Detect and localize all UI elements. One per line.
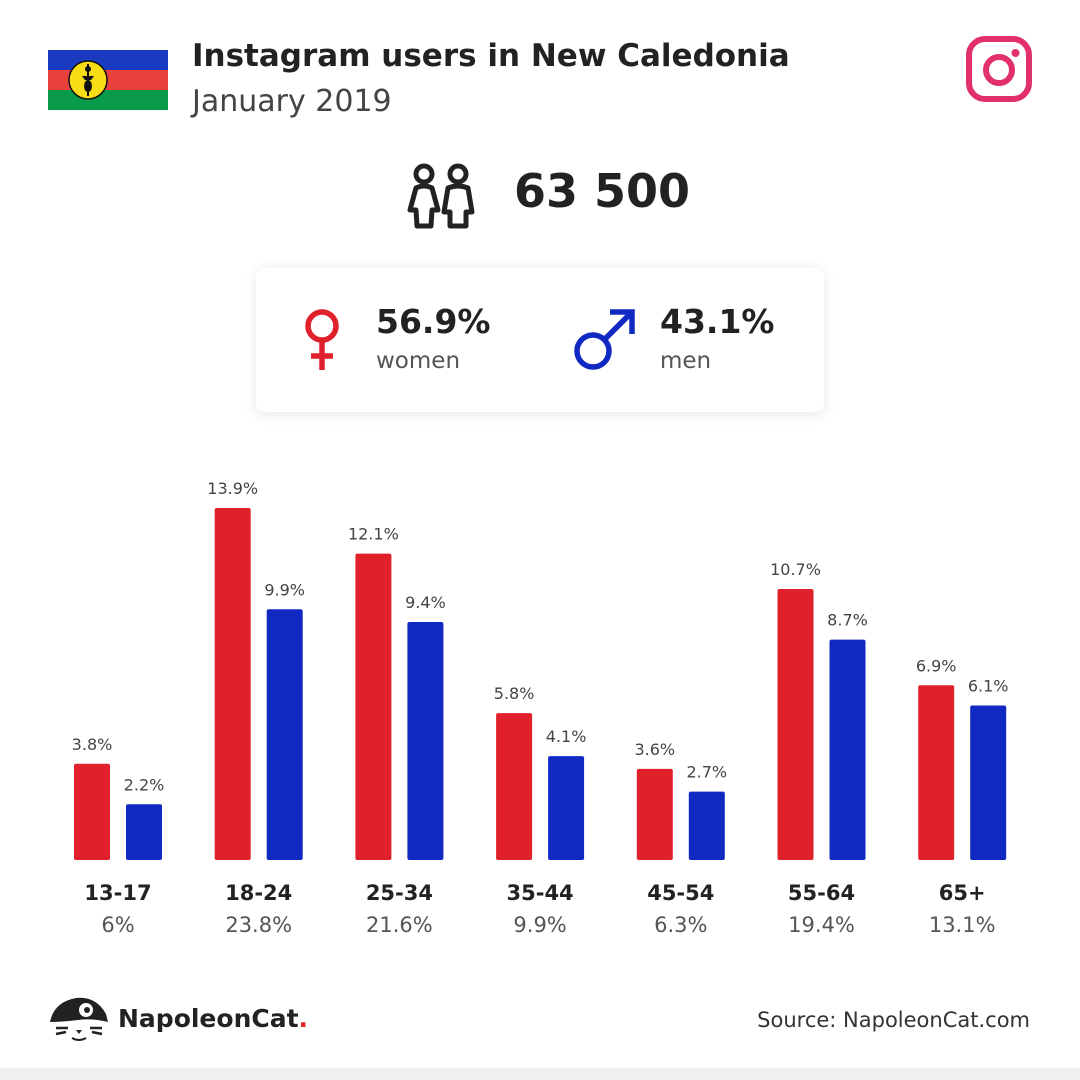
brand-name: NapoleonCat. — [118, 1004, 308, 1033]
page-subtitle: January 2019 — [192, 84, 392, 119]
bar-label-women-18-24: 13.9% — [207, 479, 258, 498]
category-total-18-24: 23.8% — [225, 913, 292, 937]
category-total-55-64: 19.4% — [788, 913, 855, 937]
bar-label-women-55-64: 10.7% — [770, 560, 821, 579]
women-percentage: 56.9% — [376, 302, 491, 341]
men-percentage: 43.1% — [660, 302, 775, 341]
category-label-13-17: 13-17 — [84, 881, 151, 905]
gender-split-card: 56.9% women 43.1% men — [256, 268, 824, 412]
bar-label-men-35-44: 4.1% — [546, 727, 587, 746]
bar-men-13-17 — [126, 804, 162, 860]
bar-men-65+ — [970, 705, 1007, 860]
bar-label-men-55-64: 8.7% — [827, 611, 868, 630]
category-label-25-34: 25-34 — [366, 881, 433, 905]
bar-label-men-65+: 6.1% — [968, 677, 1009, 696]
bar-label-men-25-34: 9.4% — [405, 593, 446, 612]
bar-men-25-34 — [407, 621, 444, 860]
bar-women-65+ — [918, 685, 955, 860]
category-total-35-44: 9.9% — [513, 913, 566, 937]
category-label-65+: 65+ — [939, 881, 986, 905]
category-label-45-54: 45-54 — [647, 881, 714, 905]
category-label-18-24: 18-24 — [225, 881, 292, 905]
age-gender-bar-chart: 3.8% 2.2% 13-17 6% 13.9% 9.9% 18-24 23.8% 12.1% 9… — [72, 479, 1009, 937]
source-credit: Source: NapoleonCat.com — [757, 1008, 1030, 1032]
bar-label-men-13-17: 2.2% — [124, 775, 165, 794]
bar-women-13-17 — [74, 763, 110, 860]
women-label: women — [376, 348, 461, 374]
bar-label-men-18-24: 9.9% — [264, 580, 305, 599]
new-caledonia-flag-icon — [48, 50, 168, 110]
page-title: Instagram users in New Caledonia — [192, 38, 790, 74]
category-total-65+: 13.1% — [929, 913, 996, 937]
bar-men-18-24 — [266, 609, 303, 860]
bar-women-35-44 — [496, 713, 533, 860]
bar-label-women-13-17: 3.8% — [72, 735, 113, 754]
category-label-55-64: 55-64 — [788, 881, 855, 905]
bar-women-18-24 — [214, 508, 251, 860]
bar-men-55-64 — [829, 639, 866, 860]
bar-women-25-34 — [355, 553, 392, 860]
men-label: men — [660, 348, 712, 374]
female-symbol-icon — [305, 309, 339, 370]
category-total-45-54: 6.3% — [654, 913, 707, 937]
category-label-35-44: 35-44 — [507, 881, 574, 905]
bar-women-55-64 — [777, 589, 814, 860]
napoleoncat-logo-icon — [50, 997, 108, 1041]
bar-label-men-45-54: 2.7% — [686, 763, 727, 782]
users-icon — [407, 163, 475, 229]
bar-women-45-54 — [636, 768, 673, 860]
bar-label-women-65+: 6.9% — [916, 656, 957, 675]
category-total-13-17: 6% — [101, 913, 134, 937]
brand-name-text: NapoleonCat — [118, 1004, 299, 1033]
instagram-icon — [966, 36, 1032, 102]
male-symbol-icon — [574, 309, 635, 370]
bar-men-35-44 — [548, 756, 585, 860]
bottom-strip — [0, 1068, 1080, 1080]
category-total-25-34: 21.6% — [366, 913, 433, 937]
brand-dot: . — [298, 1004, 309, 1033]
bar-label-women-45-54: 3.6% — [634, 740, 675, 759]
bar-men-45-54 — [688, 791, 725, 860]
total-users-count: 63 500 — [514, 164, 691, 218]
bar-label-women-25-34: 12.1% — [348, 525, 399, 544]
bar-label-women-35-44: 5.8% — [494, 684, 535, 703]
